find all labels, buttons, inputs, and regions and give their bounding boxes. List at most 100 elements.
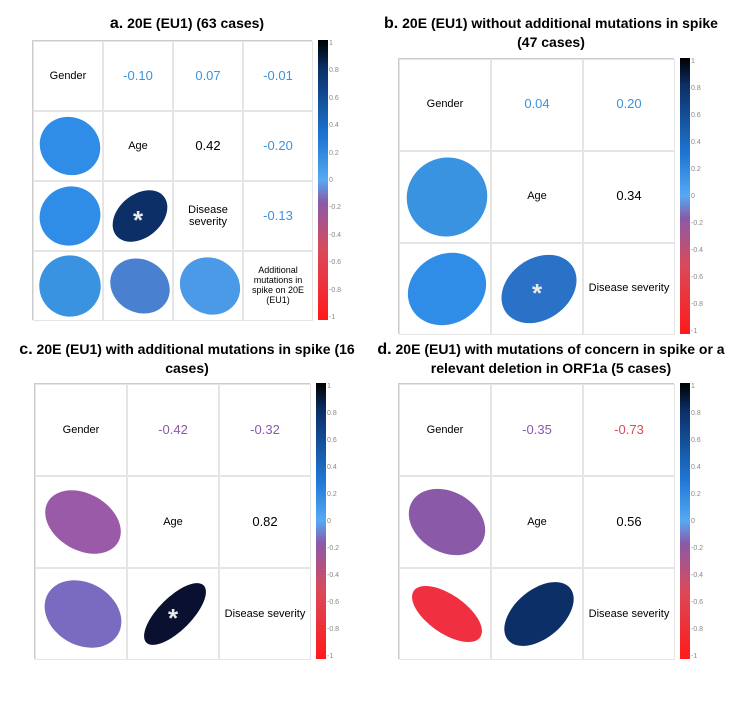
colorbar-tick: -0.8: [327, 626, 339, 633]
corr-value: -0.01: [243, 41, 313, 111]
panel-a-colorbar: 1 0.8 0.6 0.4 0.2 0 -0.2 -0.4 -0.6 -0.8 -1: [316, 40, 342, 320]
colorbar-tick: 0.8: [691, 410, 701, 417]
colorbar-tick: -1: [327, 653, 333, 660]
corr-value: 0.04: [491, 59, 583, 151]
colorbar-tick: 0.2: [691, 166, 701, 173]
corr-value: 0.34: [583, 151, 675, 243]
corr-ellipse: [399, 243, 491, 335]
colorbar-tick: 0.4: [691, 464, 701, 471]
diag-label: Age: [491, 476, 583, 568]
panel-c-title: c. 20E (EU1) with additional mutations i…: [10, 340, 364, 378]
colorbar-tick: -1: [329, 314, 335, 321]
corr-ellipse: [173, 251, 243, 321]
colorbar-tick: 1: [327, 383, 331, 390]
panel-a-matrix: GenderAgeDisease severityAdditional muta…: [32, 40, 312, 320]
colorbar-tick: 0: [327, 518, 331, 525]
colorbar-strip: [316, 383, 326, 659]
colorbar-tick: 0.2: [691, 491, 701, 498]
corr-ellipse: *: [127, 568, 219, 660]
panel-d-title-text: 20E (EU1) with mutations of concern in s…: [396, 341, 725, 376]
diag-label: Disease severity: [583, 243, 675, 335]
corr-ellipse: [33, 181, 103, 251]
colorbar-tick: -0.6: [329, 259, 341, 266]
colorbar-tick: 0: [691, 518, 695, 525]
colorbar-tick: -1: [691, 328, 697, 335]
corr-value: -0.42: [127, 384, 219, 476]
panel-d-matrix: GenderAgeDisease severity-0.35-0.730.56: [398, 383, 674, 659]
panel-b-title: b. 20E (EU1) without additional mutation…: [374, 14, 728, 52]
colorbar-tick: 0.4: [691, 139, 701, 146]
corr-value: 0.07: [173, 41, 243, 111]
panel-c-colorbar: 1 0.8 0.6 0.4 0.2 0 -0.2 -0.4 -0.6 -0.8 -1: [314, 383, 340, 659]
corr-value: -0.13: [243, 181, 313, 251]
colorbar-tick: -0.2: [327, 545, 339, 552]
colorbar-tick: 0.8: [327, 410, 337, 417]
colorbar-tick: 0.4: [329, 122, 339, 129]
panel-d-colorbar: 10.80.60.40.20-0.2-0.4-0.6-0.8-1: [678, 383, 704, 659]
diag-label: Age: [103, 111, 173, 181]
panel-b: b. 20E (EU1) without additional mutation…: [374, 14, 728, 334]
colorbar-tick: -0.4: [691, 247, 703, 254]
panel-c: c. 20E (EU1) with additional mutations i…: [10, 340, 364, 660]
colorbar-tick: 0.2: [327, 491, 337, 498]
corr-ellipse: [35, 568, 127, 660]
diag-label: Gender: [35, 384, 127, 476]
colorbar-tick: -0.6: [691, 274, 703, 281]
panel-d: d. 20E (EU1) with mutations of concern i…: [374, 340, 728, 660]
corr-value: -0.20: [243, 111, 313, 181]
corr-value: -0.35: [491, 384, 583, 476]
signif-star-icon: *: [491, 279, 583, 308]
panel-c-matrix: GenderAgeDisease severity-0.42-0.320.82*: [34, 383, 310, 659]
corr-value: 0.82: [219, 476, 311, 568]
panel-d-lead: d.: [377, 341, 391, 358]
colorbar-tick: 0.2: [329, 150, 339, 157]
colorbar-tick: 1: [329, 40, 333, 47]
panel-a-title: a. 20E (EU1) (63 cases): [110, 14, 264, 34]
panel-c-lead: c.: [19, 341, 32, 358]
diag-label: Gender: [399, 384, 491, 476]
diag-label: Age: [127, 476, 219, 568]
colorbar-tick: -0.6: [327, 599, 339, 606]
panel-d-title: d. 20E (EU1) with mutations of concern i…: [374, 340, 728, 378]
corr-value: 0.42: [173, 111, 243, 181]
colorbar-tick: -1: [691, 653, 697, 660]
colorbar-tick: 0: [329, 177, 333, 184]
colorbar-tick: -0.4: [329, 232, 341, 239]
colorbar-tick: -0.2: [329, 204, 341, 211]
corr-ellipse: *: [103, 181, 173, 251]
corr-value: 0.56: [583, 476, 675, 568]
colorbar-tick: 1: [691, 383, 695, 390]
panel-c-plot: GenderAgeDisease severity-0.42-0.320.82*…: [34, 383, 340, 659]
colorbar-tick: 0.6: [691, 112, 701, 119]
colorbar-tick: -0.8: [329, 287, 341, 294]
corr-ellipse: [491, 568, 583, 660]
colorbar-tick: -0.2: [691, 545, 703, 552]
colorbar-tick: 0: [691, 193, 695, 200]
corr-value: -0.73: [583, 384, 675, 476]
diag-label: Disease severity: [219, 568, 311, 660]
panel-d-plot: GenderAgeDisease severity-0.35-0.730.56 …: [398, 383, 704, 659]
colorbar-strip: [680, 58, 690, 334]
colorbar-tick: -0.4: [327, 572, 339, 579]
panel-b-colorbar: 10.80.60.40.20-0.2-0.4-0.6-0.8-1: [678, 58, 704, 334]
diag-label: Disease severity: [173, 181, 243, 251]
corr-value: -0.32: [219, 384, 311, 476]
colorbar-tick: 0.6: [329, 95, 339, 102]
colorbar-tick: -0.2: [691, 220, 703, 227]
colorbar-tick: -0.8: [691, 301, 703, 308]
colorbar-tick: 0.4: [327, 464, 337, 471]
colorbar-strip: [680, 383, 690, 659]
diag-label: Gender: [399, 59, 491, 151]
colorbar-tick: 0.8: [691, 85, 701, 92]
colorbar-tick: 0.8: [329, 67, 339, 74]
colorbar-tick: -0.4: [691, 572, 703, 579]
panel-b-title-text: 20E (EU1) without additional mutations i…: [402, 15, 718, 50]
panel-b-lead: b.: [384, 15, 398, 32]
corr-ellipse: [399, 476, 491, 568]
colorbar-tick: 0.6: [327, 437, 337, 444]
diag-label: Disease severity: [583, 568, 675, 660]
corr-ellipse: [33, 251, 103, 321]
corr-value: -0.10: [103, 41, 173, 111]
colorbar-tick: -0.8: [691, 626, 703, 633]
colorbar-strip: [318, 40, 328, 320]
